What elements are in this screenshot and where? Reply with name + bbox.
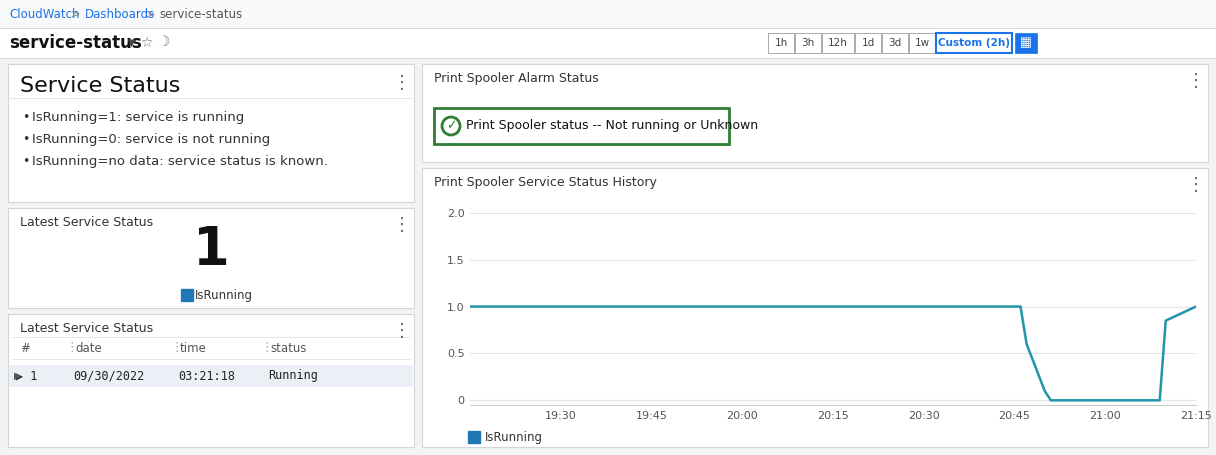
Bar xyxy=(9,208,413,308)
Text: Latest Service Status: Latest Service Status xyxy=(19,322,153,335)
Text: CloudWatch: CloudWatch xyxy=(9,7,79,20)
Text: Print Spooler status -- Not running or Unknown: Print Spooler status -- Not running or U… xyxy=(466,120,758,132)
Text: ☆: ☆ xyxy=(140,36,152,50)
Text: Service Status: Service Status xyxy=(19,76,180,96)
Bar xyxy=(422,64,1207,162)
Bar xyxy=(910,33,935,53)
Text: 1d: 1d xyxy=(861,38,874,48)
Text: status: status xyxy=(270,342,306,354)
Text: 1h: 1h xyxy=(775,38,788,48)
Text: 12h: 12h xyxy=(828,38,848,48)
Text: Dashboards: Dashboards xyxy=(84,7,154,20)
Text: IsRunning: IsRunning xyxy=(485,430,544,444)
Text: ⋮: ⋮ xyxy=(393,74,411,92)
Text: ⋮: ⋮ xyxy=(1187,72,1205,90)
Text: ▦: ▦ xyxy=(1020,36,1032,50)
Bar xyxy=(9,64,413,202)
Text: ⋮: ⋮ xyxy=(393,322,411,340)
Bar xyxy=(0,28,1216,58)
Text: 03:21:18: 03:21:18 xyxy=(178,369,235,383)
Text: 1: 1 xyxy=(192,224,230,276)
Text: ▶ 1: ▶ 1 xyxy=(16,369,38,383)
Text: >: > xyxy=(67,7,84,20)
Bar xyxy=(855,33,882,53)
Bar xyxy=(769,33,794,53)
Text: #: # xyxy=(19,342,30,354)
Text: 09/30/2022: 09/30/2022 xyxy=(73,369,145,383)
Text: 3d: 3d xyxy=(889,38,901,48)
Text: >: > xyxy=(142,7,159,20)
Bar xyxy=(434,108,730,144)
Bar xyxy=(822,33,854,53)
Text: Custom (2h): Custom (2h) xyxy=(938,38,1010,48)
Bar xyxy=(1015,33,1037,53)
Text: ⋮: ⋮ xyxy=(1187,176,1205,194)
Text: 1w: 1w xyxy=(914,38,929,48)
Text: IsRunning=1: service is running: IsRunning=1: service is running xyxy=(32,111,244,125)
Text: IsRunning: IsRunning xyxy=(195,288,253,302)
Text: ✓: ✓ xyxy=(446,120,456,132)
Text: ⋮: ⋮ xyxy=(170,342,182,354)
Text: ⋮: ⋮ xyxy=(393,216,411,234)
Text: •: • xyxy=(22,156,29,168)
Text: Running: Running xyxy=(268,369,317,383)
Text: ⋮: ⋮ xyxy=(260,342,272,354)
Text: Print Spooler Alarm Status: Print Spooler Alarm Status xyxy=(434,72,598,85)
Bar xyxy=(0,0,1216,28)
Text: date: date xyxy=(75,342,102,354)
Text: •: • xyxy=(22,133,29,147)
Text: ▼: ▼ xyxy=(128,38,135,48)
Text: Print Spooler Service Status History: Print Spooler Service Status History xyxy=(434,176,657,189)
Text: 3h: 3h xyxy=(801,38,815,48)
Text: IsRunning=0: service is not running: IsRunning=0: service is not running xyxy=(32,133,270,147)
Bar xyxy=(882,33,908,53)
Text: Latest Service Status: Latest Service Status xyxy=(19,216,153,229)
Text: service-status: service-status xyxy=(159,7,243,20)
Text: IsRunning=no data: service status is known.: IsRunning=no data: service status is kno… xyxy=(32,156,328,168)
Bar xyxy=(422,168,1207,447)
Text: ☽: ☽ xyxy=(157,35,169,49)
Text: ▶: ▶ xyxy=(15,371,22,381)
Text: service-status: service-status xyxy=(9,34,142,52)
Bar xyxy=(936,33,1012,53)
Text: ⋮: ⋮ xyxy=(64,342,78,354)
Text: •: • xyxy=(22,111,29,125)
Bar xyxy=(9,365,413,387)
Bar xyxy=(9,314,413,447)
Bar xyxy=(795,33,821,53)
Text: time: time xyxy=(180,342,207,354)
